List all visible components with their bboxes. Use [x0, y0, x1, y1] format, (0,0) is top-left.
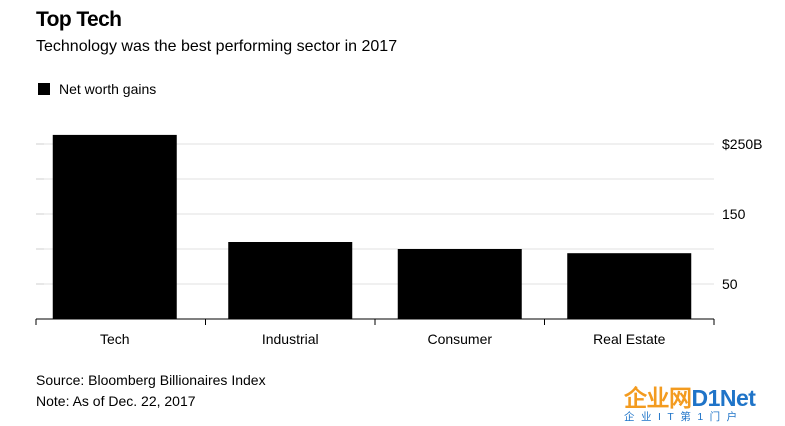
x-axis: Tech Industrial Consumer Real Estate: [35, 318, 715, 347]
y-tick-label: 50: [722, 276, 738, 292]
date-note: Note: As of Dec. 22, 2017: [36, 393, 196, 409]
x-tick-label: Tech: [100, 331, 130, 347]
y-axis-labels: 50 150 $250B: [722, 136, 762, 292]
footnotes: Source: Bloomberg Billionaires Index Not…: [36, 370, 266, 412]
legend-label: Net worth gains: [59, 81, 157, 97]
source-note: Source: Bloomberg Billionaires Index: [36, 372, 266, 388]
watermark-brand-cn: 企业网: [624, 385, 692, 411]
watermark-brand: 企业网D1Net: [624, 386, 782, 410]
watermark-tagline: 企业IT第1门户: [624, 411, 744, 423]
watermark-logo: 企业网D1Net 企业IT第1门户: [624, 386, 782, 424]
x-tick-label: Industrial: [262, 331, 319, 347]
watermark-brand-en: D1Net: [691, 385, 756, 411]
page-title: Top Tech: [36, 8, 122, 31]
y-tick-label: 150: [722, 206, 746, 222]
bar-tech: [52, 134, 177, 319]
bars: [52, 134, 692, 319]
bar-industrial: [228, 242, 353, 319]
x-tick-label: Consumer: [427, 331, 492, 347]
x-tick-label: Real Estate: [593, 331, 666, 347]
legend-swatch: [38, 83, 50, 95]
y-tick-label: $250B: [722, 136, 762, 152]
chart-legend: Net worth gains: [38, 81, 156, 97]
bar-real-estate: [567, 253, 692, 319]
bar-consumer: [397, 249, 522, 319]
page-subtitle: Technology was the best performing secto…: [36, 38, 398, 55]
